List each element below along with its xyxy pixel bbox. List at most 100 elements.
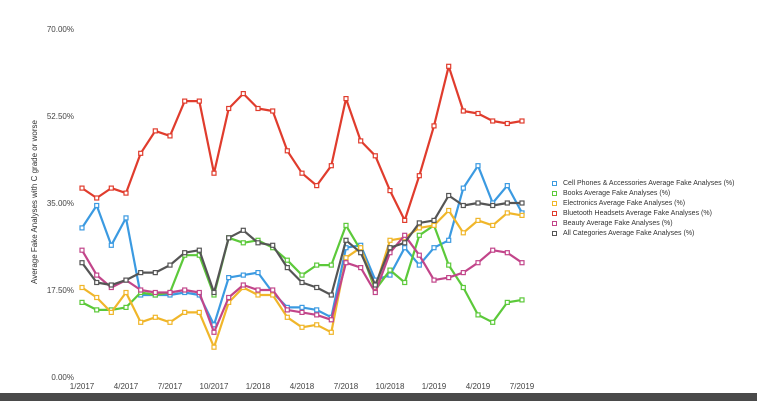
data-point [240,240,246,246]
data-point [108,309,114,315]
data-point [358,245,364,251]
legend-label: Beauty Average Fake Analyses (%) [563,219,673,227]
data-point [343,260,349,266]
data-point [387,272,393,278]
x-tick-label: 4/2019 [466,382,491,391]
data-point [314,322,320,328]
data-point [226,105,232,112]
data-point [504,183,510,189]
x-tick-label: 1/2018 [246,382,271,391]
data-point [284,307,290,313]
data-point [402,240,408,246]
data-point [460,270,466,276]
data-point [79,260,85,266]
data-point [152,270,158,276]
data-point [504,299,510,305]
data-point [123,277,129,283]
data-point [108,185,114,191]
data-point [94,195,100,201]
data-point [138,150,144,156]
data-point [299,304,305,310]
data-point [343,255,349,261]
data-point [387,237,393,243]
data-point [490,247,496,253]
legend-item: Books Average Fake Analyses (%) [552,188,734,198]
data-point [504,250,510,256]
legend-swatch [552,210,557,216]
x-tick-label: 1/2017 [70,382,95,391]
legend-item: Bluetooth Headsets Average Fake Analyses… [552,208,734,218]
y-tick-label: 17.50% [47,286,74,295]
data-point [299,324,305,330]
data-point [167,319,173,325]
data-point [387,267,393,273]
data-point [284,265,290,271]
bottom-bar [0,393,757,401]
data-point [138,270,144,276]
data-point [314,312,320,318]
x-tick-label: 4/2018 [290,382,315,391]
legend-swatch [552,180,557,186]
data-point [123,190,129,196]
data-point [255,105,261,112]
data-point [138,287,144,293]
data-point [196,309,202,315]
data-point [108,242,114,248]
data-point [314,307,320,313]
data-point [431,277,437,283]
data-point [123,215,129,221]
data-point [314,284,320,291]
legend-item: Beauty Average Fake Analyses (%) [552,218,734,228]
data-point [79,284,85,291]
data-point [372,153,378,159]
data-point [446,275,452,281]
series-2 [79,207,525,350]
data-point [475,312,481,318]
data-point [402,232,408,238]
data-point [211,170,217,176]
data-point [167,133,173,139]
data-point [490,319,496,325]
data-point [152,289,158,296]
data-point [152,128,158,134]
data-point [358,250,364,256]
data-point [446,237,452,243]
data-point [196,98,202,104]
data-point [211,344,217,350]
data-point [460,185,466,191]
data-point [299,309,305,315]
data-point [519,200,525,206]
data-point [475,163,481,169]
legend-item: Cell Phones & Accessories Average Fake A… [552,178,734,188]
data-point [328,317,334,323]
data-point [504,200,510,206]
legend-label: Books Average Fake Analyses (%) [563,189,671,197]
data-point [416,262,422,268]
x-tick-label: 10/2018 [376,382,405,391]
y-axis-label: Average Fake Analyses with C grade or wo… [30,119,39,283]
y-tick-label: 35.00% [47,199,74,208]
data-point [416,220,422,226]
y-tick-label: 70.00% [47,25,74,34]
data-point [504,120,510,127]
data-point [79,185,85,191]
data-point [226,294,232,301]
data-point [416,225,422,231]
data-point [431,217,437,223]
legend-label: Cell Phones & Accessories Average Fake A… [563,179,735,187]
data-point [328,262,334,268]
data-point [328,163,334,169]
data-point [475,260,481,266]
data-point [299,170,305,176]
data-point [519,297,525,303]
legend-label: Electronics Average Fake Analyses (%) [563,199,686,207]
data-point [490,202,496,209]
series-layer [79,63,525,350]
data-point [446,262,452,268]
data-point [328,329,334,335]
data-point [402,245,408,251]
x-tick-label: 1/2019 [422,382,447,391]
legend-label: Bluetooth Headsets Average Fake Analyses… [563,209,712,217]
legend-swatch [552,190,557,196]
data-point [226,275,232,281]
